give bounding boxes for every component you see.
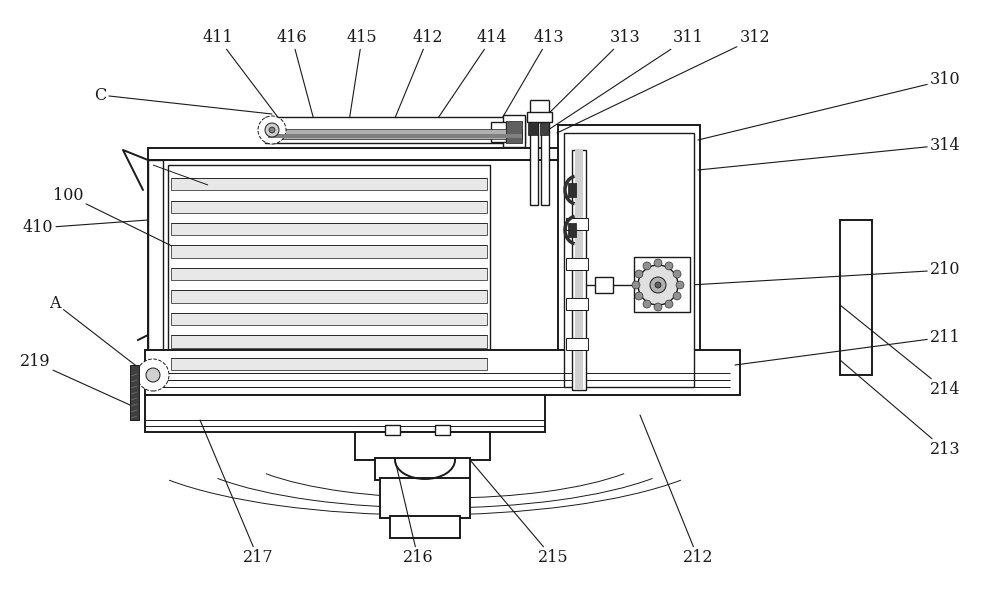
Bar [148,160,163,395]
Text: 412: 412 [390,30,443,130]
Bar [268,134,522,138]
Circle shape [643,300,651,308]
Text: 310: 310 [698,71,961,140]
Bar [491,122,506,142]
Bar [130,365,139,420]
Circle shape [638,265,678,305]
Bar [568,223,576,237]
Bar [528,123,538,135]
Text: 212: 212 [640,415,713,566]
Text: 415: 415 [347,30,377,128]
Circle shape [650,277,666,293]
Bar [171,245,487,258]
Bar [171,201,487,213]
Text: A: A [49,294,148,375]
Text: 413: 413 [497,30,564,127]
Bar [575,150,583,390]
Circle shape [632,281,640,289]
Bar [572,150,586,390]
Text: 216: 216 [395,460,433,566]
Bar [541,115,549,205]
Circle shape [665,300,673,308]
Bar [503,115,525,147]
Bar [268,129,522,139]
Circle shape [673,292,681,300]
Bar [564,133,694,387]
Bar [171,358,487,370]
Text: 217: 217 [200,420,273,566]
Bar [530,115,538,205]
Bar [171,178,487,191]
Circle shape [643,262,651,270]
Text: 414: 414 [430,30,507,130]
Text: 100: 100 [53,186,180,250]
Bar [506,121,522,143]
Bar [171,268,487,280]
Text: 219: 219 [20,353,130,405]
Bar [595,277,613,293]
Bar [385,425,400,435]
Circle shape [146,368,160,382]
Circle shape [654,303,662,311]
Bar [148,148,690,160]
Bar [566,338,588,350]
Text: 213: 213 [840,360,961,458]
Text: 311: 311 [548,30,703,130]
Bar [375,458,470,480]
Circle shape [654,259,662,267]
Bar [380,478,470,518]
Circle shape [265,123,279,137]
Text: 313: 313 [534,30,640,128]
Text: 215: 215 [470,460,568,566]
Bar [634,257,690,312]
Bar [566,298,588,310]
Text: C: C [94,87,272,114]
Text: 411: 411 [203,30,280,120]
Text: 314: 314 [698,136,961,170]
Bar [840,220,872,375]
Bar [540,123,548,135]
Text: 410: 410 [23,219,148,237]
Bar [390,516,460,538]
Circle shape [655,282,661,288]
Bar [527,112,552,122]
Circle shape [258,116,286,144]
Bar [171,290,487,303]
Text: 416: 416 [277,30,315,124]
Circle shape [635,270,643,278]
Bar [171,223,487,235]
Bar [171,313,487,325]
Text: 312: 312 [557,30,770,133]
Bar [265,117,525,143]
Text: 210: 210 [690,261,960,285]
Circle shape [635,292,643,300]
Bar [568,183,576,197]
Text: 214: 214 [840,305,960,398]
Bar [566,218,588,230]
Bar [148,160,690,395]
Circle shape [665,262,673,270]
Bar [435,425,450,435]
Bar [145,395,545,432]
Circle shape [673,270,681,278]
Bar [566,258,588,270]
Bar [168,165,490,375]
Bar [355,432,490,460]
Bar [171,335,487,348]
Bar [558,125,700,395]
Text: 211: 211 [735,329,961,365]
Circle shape [676,281,684,289]
Bar [145,350,740,395]
Circle shape [137,359,169,391]
Circle shape [269,127,275,133]
